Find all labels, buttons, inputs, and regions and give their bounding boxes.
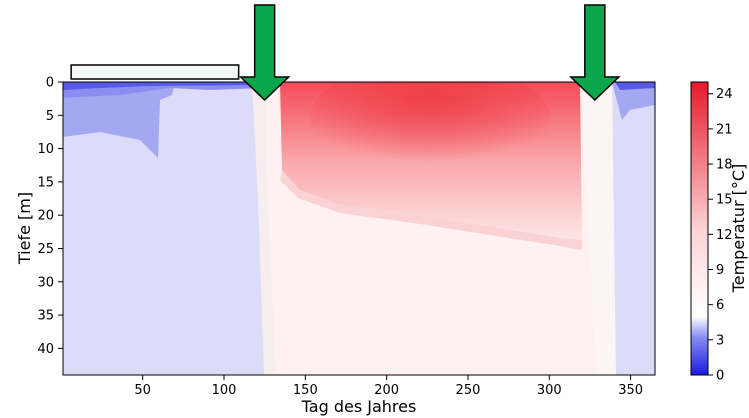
heatmap-area [63, 82, 655, 375]
colorbar-label: Temperatur [°C] [729, 164, 748, 294]
thermocline-edge [280, 170, 582, 250]
colorbar [690, 81, 709, 376]
mixing-arrow-icon [238, 4, 291, 102]
y-tick-label: 30 [37, 275, 54, 290]
x-tick-label: 150 [293, 383, 318, 398]
spring-mixing-zone [252, 82, 276, 375]
y-tick-label: 10 [37, 142, 54, 157]
summer-hot-core [310, 82, 550, 173]
x-tick-label: 50 [134, 383, 151, 398]
x-tick-label: 250 [456, 383, 481, 398]
mixing-arrows [238, 4, 621, 102]
colorbar-tick-label: 3 [716, 333, 724, 348]
colorbar-tick-label: 24 [716, 87, 733, 102]
colorbar-tick-label: 6 [716, 298, 724, 313]
colorbar-tick-label: 0 [716, 369, 724, 384]
winter-early-zone [612, 82, 655, 375]
winter-early-surface [615, 82, 655, 90]
y-axis: 0 5 10 15 20 25 30 35 40 [37, 76, 63, 357]
y-tick-label: 35 [37, 309, 54, 324]
x-axis: 50 100 150 200 250 300 350 [134, 375, 643, 398]
x-tick-label: 100 [212, 383, 237, 398]
colorbar-tick-label: 15 [716, 193, 733, 208]
y-tick-label: 5 [46, 109, 54, 124]
colorbar-tick-label: 12 [716, 228, 733, 243]
colorbar-tick-label: 18 [716, 158, 733, 173]
y-axis-label: Tiefe [m] [15, 192, 34, 265]
x-axis-label: Tag des Jahres [301, 397, 417, 416]
x-tick-label: 200 [374, 383, 399, 398]
ice-cover-box [70, 64, 240, 80]
y-tick-label: 0 [46, 76, 54, 91]
plot-frame [62, 81, 656, 376]
autumn-mixing-zone [580, 82, 616, 375]
colorbar-tick-label: 21 [716, 122, 733, 137]
colorbar-tick-label: 9 [716, 263, 724, 278]
winter-surface-ice [63, 82, 265, 90]
x-tick-label: 350 [618, 383, 643, 398]
y-tick-label: 20 [37, 209, 54, 224]
y-tick-label: 40 [37, 342, 54, 357]
colorbar-ticks: 0 3 6 9 12 15 18 21 24 [708, 87, 733, 384]
y-tick-label: 25 [37, 242, 54, 257]
y-tick-label: 15 [37, 175, 54, 190]
x-tick-label: 300 [537, 383, 562, 398]
mixing-arrow-icon [568, 4, 621, 102]
winter-stratified-zone [63, 82, 175, 158]
winter-early-stratified [612, 82, 655, 120]
